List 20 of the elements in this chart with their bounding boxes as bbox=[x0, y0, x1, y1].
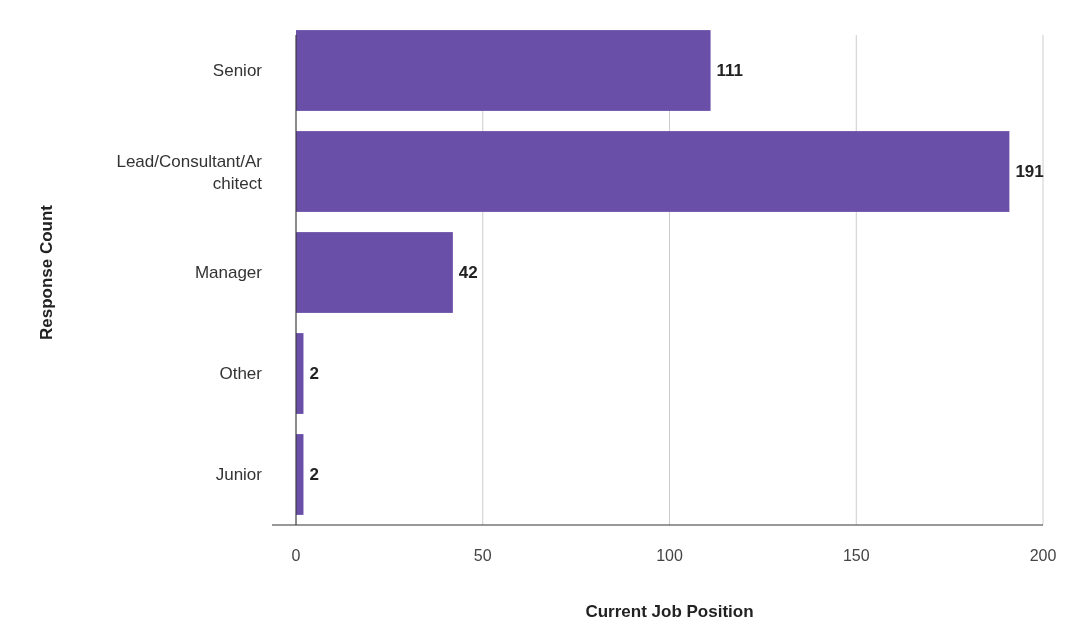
data-label: 111 bbox=[716, 61, 744, 81]
y-axis-title: Response Count bbox=[37, 204, 56, 341]
data-label: 191 bbox=[1015, 162, 1044, 182]
y-tick-label: Senior bbox=[212, 61, 263, 81]
y-tick-label: Other bbox=[219, 364, 263, 384]
x-tick-label: 0 bbox=[291, 547, 301, 564]
y-tick-label: Manager bbox=[194, 263, 263, 283]
x-tick-label: 100 bbox=[656, 547, 683, 564]
bar bbox=[296, 232, 453, 313]
y-tick-label: Junior bbox=[215, 465, 263, 485]
bar bbox=[296, 131, 1010, 212]
x-axis-title: Current Job Position bbox=[585, 602, 754, 621]
data-label: 42 bbox=[458, 263, 478, 283]
x-tick-label: 50 bbox=[473, 547, 492, 564]
bar bbox=[296, 30, 711, 111]
data-label: 2 bbox=[309, 465, 319, 485]
y-tick-label: Lead/Consultant/Architect bbox=[116, 152, 263, 194]
data-label: 2 bbox=[309, 364, 319, 384]
x-tick-label: 200 bbox=[1029, 547, 1057, 564]
x-tick-label: 150 bbox=[842, 547, 870, 564]
